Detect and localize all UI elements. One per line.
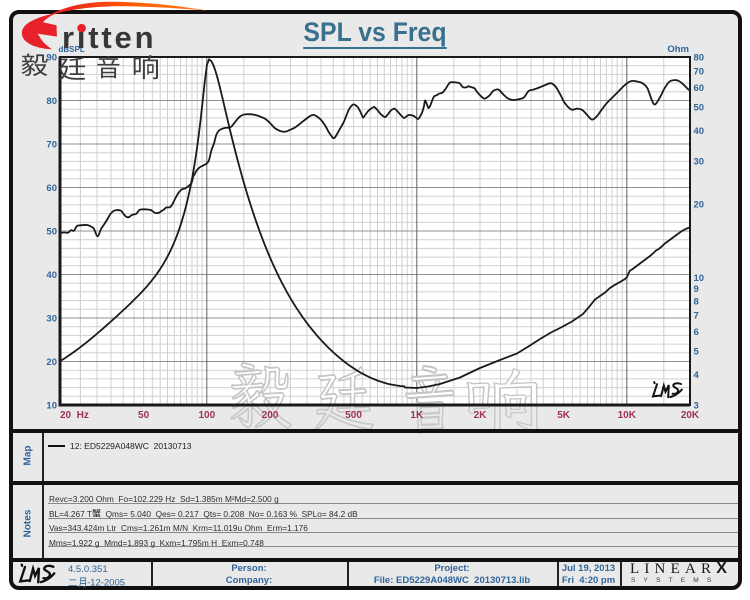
svg-text:50: 50: [46, 227, 57, 238]
svg-text:9: 9: [694, 284, 699, 295]
svg-text:10: 10: [694, 273, 705, 284]
svg-text:3: 3: [694, 401, 699, 412]
svg-text:30: 30: [694, 157, 705, 168]
svg-text:30: 30: [46, 314, 57, 325]
svg-text:6: 6: [694, 327, 699, 338]
svg-text:20: 20: [46, 357, 57, 368]
svg-text:500: 500: [345, 410, 362, 421]
svg-text:50: 50: [138, 410, 150, 421]
svg-text:60: 60: [46, 183, 57, 194]
svg-text:20 Hz: 20 Hz: [60, 410, 89, 421]
svg-text:70: 70: [46, 140, 57, 151]
svg-text:80: 80: [46, 96, 57, 107]
svg-text:8: 8: [694, 297, 699, 308]
svg-text:10: 10: [46, 401, 57, 412]
svg-text:4: 4: [694, 370, 700, 381]
svg-text:20: 20: [694, 199, 705, 210]
svg-text:200: 200: [262, 410, 279, 421]
svg-text:Ohm: Ohm: [667, 44, 689, 55]
svg-text:60: 60: [694, 83, 705, 94]
svg-text:dBSPL: dBSPL: [59, 45, 85, 54]
svg-text:10K: 10K: [618, 410, 637, 421]
svg-text:5K: 5K: [557, 410, 571, 421]
svg-text:5: 5: [694, 346, 700, 357]
svg-text:90: 90: [46, 53, 57, 64]
svg-text:100: 100: [198, 410, 215, 421]
svg-text:40: 40: [694, 126, 705, 137]
svg-text:70: 70: [694, 67, 705, 78]
svg-text:7: 7: [694, 311, 699, 322]
svg-text:50: 50: [694, 102, 705, 113]
svg-text:20K: 20K: [681, 410, 700, 421]
svg-text:1K: 1K: [410, 410, 424, 421]
svg-text:40: 40: [46, 270, 57, 281]
svg-text:2K: 2K: [474, 410, 488, 421]
svg-text:80: 80: [694, 53, 705, 64]
